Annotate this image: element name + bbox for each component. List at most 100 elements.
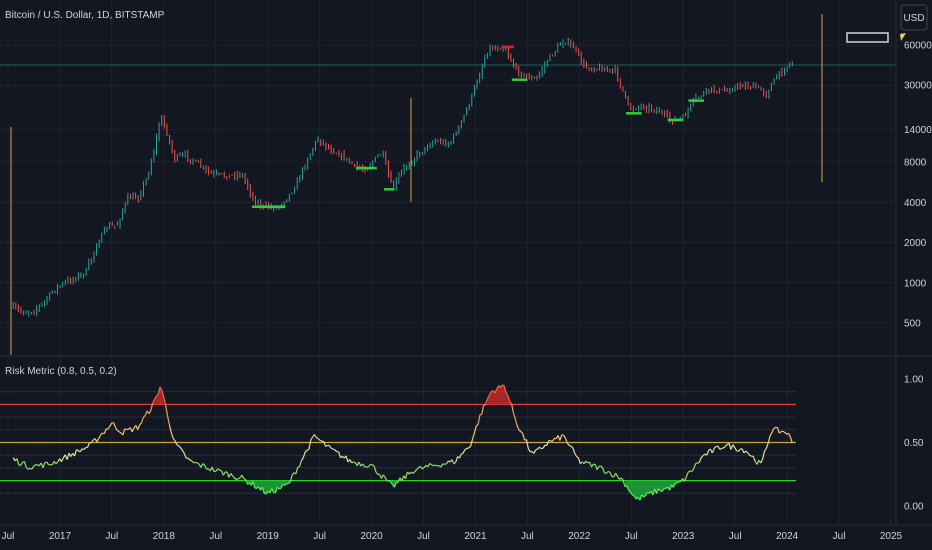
risk-metric-segment bbox=[83, 447, 87, 450]
risk-metric-segment bbox=[364, 466, 367, 468]
price-pane[interactable] bbox=[0, 14, 896, 355]
risk-metric-segment bbox=[462, 449, 466, 454]
risk-metric-segment bbox=[60, 457, 64, 462]
risk-metric-segment bbox=[46, 461, 50, 465]
risk-metric-segment bbox=[328, 445, 332, 449]
risk-metric-segment bbox=[375, 471, 379, 475]
risk-metric-segment bbox=[444, 463, 447, 465]
risk-metric-segment bbox=[741, 448, 745, 454]
risk-metric-segment bbox=[605, 471, 609, 474]
risk-metric-segment bbox=[769, 432, 773, 437]
risk-tick-label: 1.00 bbox=[904, 375, 924, 386]
risk-metric-segment bbox=[408, 471, 412, 475]
risk-metric-segment bbox=[461, 452, 464, 455]
risk-zone-fill bbox=[487, 385, 512, 405]
risk-metric-segment bbox=[589, 461, 593, 468]
risk-metric-segment bbox=[27, 467, 31, 470]
risk-metric-segment bbox=[784, 432, 788, 435]
risk-metric-segment bbox=[280, 484, 284, 489]
risk-metric-pane[interactable] bbox=[0, 384, 796, 501]
risk-metric-segment bbox=[713, 445, 717, 449]
risk-metric-segment bbox=[789, 437, 793, 444]
price-axis[interactable]: 500 1000 2000 4000 8000 14000 30000 60000 bbox=[904, 41, 932, 330]
risk-metric-segment bbox=[150, 403, 154, 411]
time-tick-label: Jul bbox=[313, 531, 326, 542]
flag-marker-icon[interactable] bbox=[900, 33, 906, 41]
risk-metric-segment bbox=[499, 384, 503, 388]
risk-metric-segment bbox=[788, 433, 791, 438]
risk-metric-segment bbox=[600, 465, 604, 469]
risk-metric-segment bbox=[533, 449, 537, 454]
risk-zone-fill bbox=[624, 480, 681, 501]
risk-metric-segment bbox=[711, 447, 715, 454]
risk-metric-segment bbox=[477, 414, 481, 425]
risk-metric-segment bbox=[509, 400, 513, 405]
risk-metric-segment bbox=[644, 492, 648, 497]
risk-metric-segment bbox=[187, 457, 191, 461]
risk-metric-segment bbox=[288, 481, 291, 484]
risk-metric-segment bbox=[683, 476, 687, 482]
risk-metric-segment bbox=[706, 450, 710, 456]
risk-metric-segment bbox=[412, 471, 416, 474]
drawing-rectangle[interactable] bbox=[846, 32, 889, 43]
risk-metric-segment bbox=[483, 403, 486, 406]
risk-metric-segment bbox=[672, 483, 676, 488]
risk-metric-segment bbox=[628, 489, 631, 493]
risk-metric-segment bbox=[20, 462, 24, 466]
risk-metric-segment bbox=[657, 488, 661, 492]
risk-metric-segment bbox=[81, 448, 85, 451]
grid-lines bbox=[0, 0, 896, 525]
risk-metric-segment bbox=[471, 432, 475, 440]
time-tick-label: Jul bbox=[833, 531, 846, 542]
risk-metric-segment bbox=[243, 478, 246, 481]
time-tick-label: Jul bbox=[2, 531, 15, 542]
risk-metric-segment bbox=[563, 434, 566, 439]
risk-metric-segment bbox=[161, 390, 165, 398]
risk-metric-segment bbox=[752, 456, 756, 462]
risk-metric-segment bbox=[554, 437, 557, 440]
risk-metric-segment bbox=[564, 437, 568, 444]
risk-metric-segment bbox=[323, 441, 327, 447]
risk-metric-segment bbox=[247, 482, 250, 485]
risk-metric-segment bbox=[217, 468, 220, 471]
currency-button-label: USD bbox=[903, 13, 924, 24]
time-axis[interactable]: Jul 2017 Jul 2018 Jul 2019 Jul 2020 Jul 2021 Jul 20… bbox=[2, 531, 903, 542]
risk-metric-segment bbox=[734, 447, 738, 452]
risk-metric-segment bbox=[18, 464, 21, 467]
price-tick-label: 1000 bbox=[904, 278, 927, 289]
risk-metric-segment bbox=[615, 472, 619, 477]
risk-metric-segment bbox=[778, 431, 782, 434]
risk-metric-segment bbox=[574, 453, 578, 457]
risk-metric-segment bbox=[308, 440, 312, 450]
currency-button[interactable]: USD bbox=[900, 4, 928, 31]
risk-metric-segment bbox=[236, 478, 239, 481]
risk-metric-segment bbox=[180, 447, 183, 451]
risk-metric-segment bbox=[367, 464, 371, 468]
risk-metric-segment bbox=[298, 460, 302, 467]
risk-metric-segment bbox=[782, 430, 786, 434]
risk-metric-segment bbox=[566, 442, 570, 446]
risk-metric-segment bbox=[724, 443, 728, 447]
price-tick-label: 8000 bbox=[904, 158, 927, 169]
risk-metric-segment bbox=[786, 432, 789, 435]
risk-metric-segment bbox=[527, 447, 531, 452]
risk-metric-segment bbox=[481, 405, 485, 415]
risk-metric-segment bbox=[518, 429, 522, 433]
risk-metric-segment bbox=[455, 456, 459, 463]
risk-metric-segment bbox=[468, 445, 471, 449]
risk-metric-segment bbox=[289, 475, 293, 483]
risk-metric-segment bbox=[37, 464, 40, 467]
risk-metric-segment bbox=[585, 460, 589, 464]
risk-metric-segment bbox=[366, 466, 369, 468]
risk-axis[interactable]: 0.00 0.50 1.00 bbox=[904, 375, 924, 513]
risk-metric-segment bbox=[172, 437, 176, 442]
time-tick-label: 2019 bbox=[257, 531, 280, 542]
risk-metric-segment bbox=[596, 465, 600, 470]
risk-metric-segment bbox=[300, 457, 304, 461]
risk-metric-segment bbox=[90, 439, 94, 444]
risk-metric-segment bbox=[228, 473, 232, 478]
risk-metric-segment bbox=[771, 428, 775, 433]
risk-metric-segment bbox=[643, 495, 646, 498]
risk-metric-segment bbox=[435, 464, 438, 467]
